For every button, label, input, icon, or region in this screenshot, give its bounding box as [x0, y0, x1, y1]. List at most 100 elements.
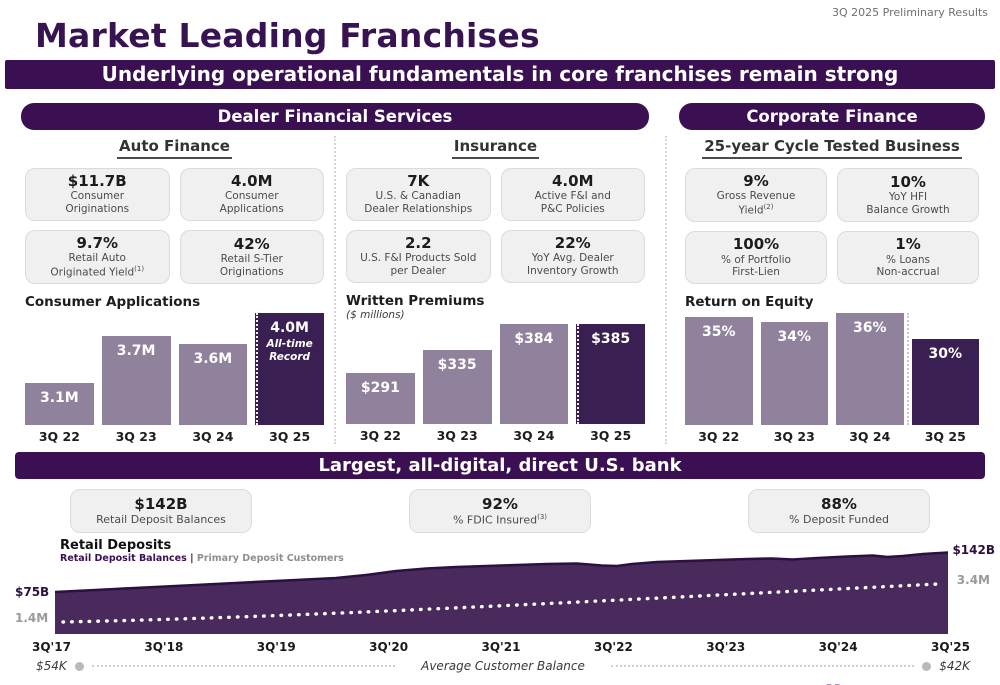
- stat-value: 92%: [482, 494, 518, 513]
- customers-start-value: 1.4M: [15, 611, 49, 626]
- stat-label: YoY Avg. Dealer Inventory Growth: [527, 252, 619, 277]
- deposits-header: Retail Deposits Retail Deposit Balances …: [60, 538, 344, 564]
- deposits-area-chart: [55, 551, 948, 635]
- top-right-note: 3Q 2025 Preliminary Results: [832, 6, 988, 19]
- bar-3q-25: 30%: [911, 339, 979, 426]
- dot-marker-icon: [74, 661, 84, 671]
- bar-3q-22: 3.1M: [25, 382, 94, 426]
- chart-title: Consumer Applications: [25, 294, 201, 311]
- stat-label: % Deposit Funded: [789, 513, 889, 527]
- bar-3q-24: $384: [499, 324, 569, 424]
- legend-primary-customers: Primary Deposit Customers: [196, 553, 344, 565]
- deposit-balances-line: [55, 551, 948, 594]
- legend-deposit-balances: Retail Deposit Balances: [60, 553, 187, 565]
- x-axis-label: 3Q'25: [931, 640, 970, 655]
- x-axis-label: 3Q 24: [513, 427, 555, 443]
- bar-x-labels: 3Q 22 3Q 23 3Q 24 3Q 25: [685, 429, 979, 444]
- footnote-marker: (3): [537, 512, 548, 521]
- x-axis-label: 3Q 24: [192, 429, 234, 445]
- footnote-marker: (1): [134, 264, 145, 273]
- bar-plot: 3.1M 3.7M 3.6M 4.0M All-time Record: [25, 313, 324, 426]
- column-insurance: Insurance 7K U.S. & Canadian Dealer Rela…: [334, 136, 655, 445]
- stat-label: Retail Deposit Balances: [96, 513, 226, 527]
- avg-balance-start: $54K: [36, 659, 67, 674]
- x-axis-label: 3Q 24: [849, 429, 891, 445]
- bar-value-label: $384: [514, 331, 554, 348]
- bar-annotation: All-time Record: [266, 338, 313, 364]
- stat-value: 2.2: [404, 233, 432, 252]
- stat-value: 10%: [890, 172, 926, 191]
- stat-card: 7K U.S. & Canadian Dealer Relationships: [346, 168, 491, 221]
- bar-value-label: $291: [360, 380, 400, 397]
- x-axis-label: 3Q 23: [436, 427, 478, 443]
- bar-value-label: 35%: [701, 324, 736, 341]
- average-customer-balance-row: $54K Average Customer Balance $42K: [36, 659, 970, 673]
- dotted-leader: [610, 665, 915, 668]
- corporate-finance-section-header: Corporate Finance: [679, 103, 985, 130]
- x-axis-label: 3Q 23: [115, 429, 157, 445]
- x-axis-label: 3Q'18: [144, 640, 184, 655]
- x-axis-label: 3Q'21: [481, 640, 521, 655]
- deposits-end-value: $142B: [952, 543, 995, 558]
- stat-card: 9.7% Retail Auto Originated Yield(1): [25, 229, 170, 285]
- insurance-cards: 7K U.S. & Canadian Dealer Relationships …: [346, 168, 645, 283]
- x-axis-label: 3Q'23: [706, 640, 746, 655]
- x-axis-label: 3Q 25: [924, 429, 966, 445]
- stat-card: 100% % of Portfolio First-Lien: [685, 231, 827, 285]
- corporate-finance-cards: 9% Gross Revenue Yield(2) 10% YoY HFI Ba…: [685, 168, 979, 285]
- footnote-marker: (2): [763, 203, 774, 212]
- stat-label: YoY HFI Balance Growth: [866, 191, 950, 216]
- bar-3q-25: $385: [576, 323, 645, 424]
- bar-x-labels: 3Q 22 3Q 23 3Q 24 3Q 25: [25, 429, 324, 444]
- stat-label: Consumer Originations: [65, 190, 130, 216]
- stat-label: % Loans Non-accrual: [876, 253, 940, 279]
- x-axis-label: 3Q'19: [256, 640, 296, 655]
- stat-label: % FDIC Insured(3): [452, 512, 548, 527]
- dot-marker-icon: [922, 661, 932, 671]
- stat-value: 9.7%: [76, 233, 119, 252]
- stat-label: Gross Revenue Yield(2): [716, 190, 796, 217]
- chart-consumer-applications: Consumer Applications 3.1M 3.7M 3.6M 4.0M Al…: [25, 294, 324, 444]
- stat-label: Retail Auto Originated Yield(1): [50, 252, 145, 279]
- page-title: Market Leading Franchises: [35, 16, 540, 55]
- deposit-balances-area: [55, 552, 948, 635]
- deposits-start-value: $75B: [15, 585, 50, 600]
- stat-value: 88%: [821, 494, 857, 513]
- stat-value: 4.0M: [231, 172, 273, 190]
- stat-label: U.S. & Canadian Dealer Relationships: [364, 190, 473, 216]
- bar-value-label: 3.6M: [193, 351, 233, 368]
- primary-customers-dotted-line: [61, 582, 940, 624]
- stat-card: $11.7B Consumer Originations: [25, 168, 170, 221]
- auto-finance-subheader: Auto Finance: [117, 137, 232, 159]
- chart-title: Written Premiums: [346, 292, 485, 309]
- insurance-subheader: Insurance: [451, 137, 540, 159]
- chart-subtitle: ($ millions): [346, 308, 405, 321]
- ally-logo: ally: [807, 681, 858, 685]
- stat-card: 10% YoY HFI Balance Growth: [837, 168, 979, 223]
- stat-card: 22% YoY Avg. Dealer Inventory Growth: [500, 229, 645, 283]
- stat-value: 42%: [233, 234, 270, 253]
- avg-balance-end: $42K: [939, 659, 971, 674]
- corporate-finance-subheader: 25-year Cycle Tested Business: [702, 137, 962, 159]
- stat-label: Consumer Applications: [219, 190, 284, 216]
- bar-value-label: $335: [437, 357, 477, 373]
- deposits-x-axis: 3Q'17 3Q'18 3Q'19 3Q'20 3Q'21 3Q'22 3Q'23 3Q'24…: [32, 640, 970, 654]
- chart-retail-deposits: Retail Deposits Retail Deposit Balances …: [15, 538, 995, 635]
- bar-3q-22: $291: [346, 373, 415, 424]
- stat-value: 22%: [554, 233, 591, 252]
- bank-cards: $142B Retail Deposit Balances 92% % FDIC…: [0, 489, 1000, 534]
- bar-3q-23: $335: [422, 350, 492, 424]
- avg-balance-label: Average Customer Balance: [421, 659, 585, 674]
- x-axis-label: 3Q 23: [773, 429, 815, 445]
- x-axis-label: 3Q 22: [359, 427, 401, 443]
- section-dealer-financial-services: Dealer Financial Services Auto Finance $…: [15, 103, 655, 445]
- bar-value-label: 4.0M: [270, 320, 309, 337]
- stat-value: 100%: [732, 235, 780, 254]
- stat-card: 92% % FDIC Insured(3): [409, 489, 591, 534]
- column-auto-finance: Auto Finance $11.7B Consumer Origination…: [15, 136, 334, 444]
- deposits-title: Retail Deposits: [60, 538, 172, 554]
- stat-card: 9% Gross Revenue Yield(2): [685, 168, 827, 223]
- bar-3q-23: 3.7M: [101, 336, 171, 426]
- dotted-leader: [91, 665, 396, 668]
- stat-card: $142B Retail Deposit Balances: [70, 489, 252, 534]
